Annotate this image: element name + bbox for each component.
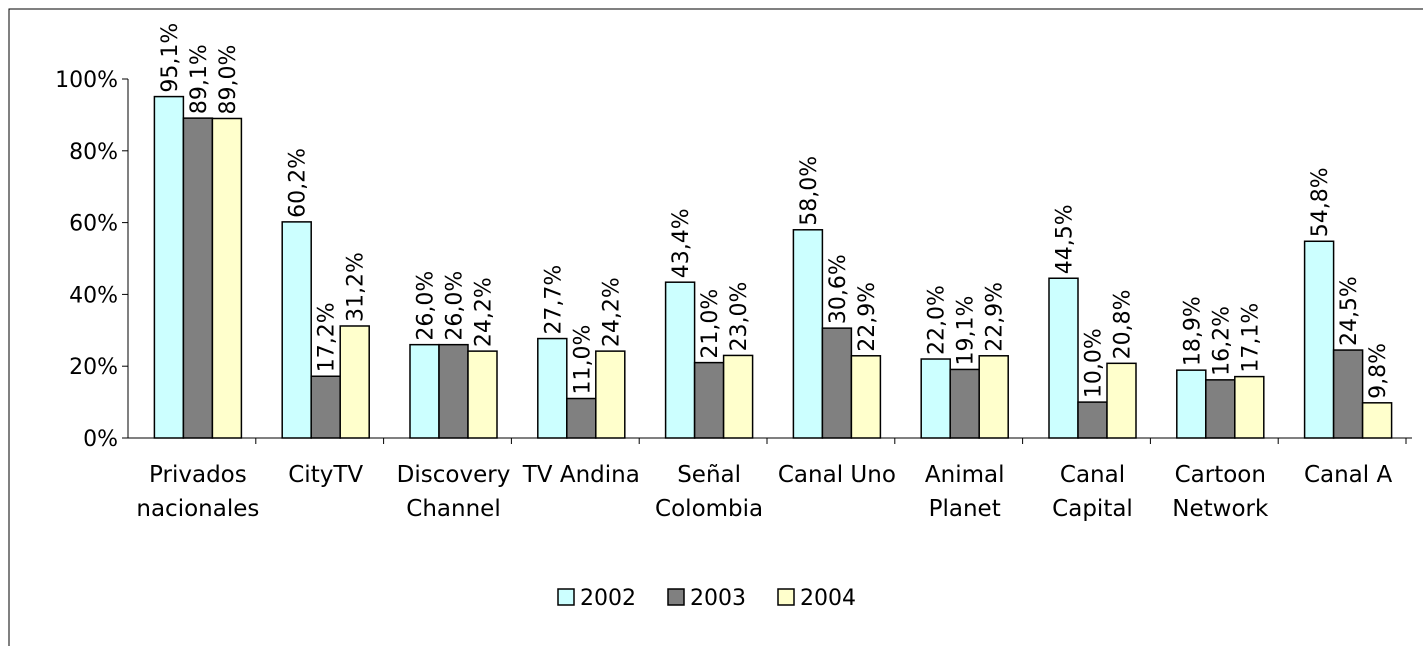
bar: [1361, 402, 1393, 439]
x-tick-label: Señal Colombia: [655, 462, 764, 522]
y-tick-label: 100%: [55, 68, 118, 93]
value-label: 24,5%: [1337, 276, 1362, 346]
bar: [693, 361, 725, 439]
legend-label: 2004: [800, 586, 856, 611]
legend-label: 2002: [580, 586, 636, 611]
y-tick-label: 20%: [69, 355, 118, 380]
x-tick-label: Canal Uno: [777, 462, 896, 488]
value-label: 27,7%: [541, 265, 566, 335]
bar: [339, 325, 370, 439]
value-label: 30,6%: [826, 254, 851, 324]
value-label: 19,1%: [954, 296, 979, 366]
value-label: 60,2%: [286, 148, 311, 218]
value-label: 95,1%: [158, 23, 183, 93]
legend-swatch: [557, 588, 575, 606]
value-label: 89,1%: [187, 44, 212, 114]
x-tick-label: Animal Planet: [924, 462, 1005, 522]
bar: [821, 327, 853, 439]
value-label: 21,0%: [698, 289, 723, 359]
bar: [850, 355, 882, 439]
value-label: 9,8%: [1366, 343, 1391, 399]
bar: [722, 354, 754, 439]
bar: [310, 375, 341, 439]
value-label: 43,4%: [669, 208, 694, 278]
bar: [281, 221, 312, 439]
bar: [1176, 369, 1207, 439]
x-tick-label: Cartoon Network: [1172, 462, 1269, 522]
value-label: 16,2%: [1209, 306, 1234, 376]
value-label: 20,8%: [1111, 289, 1136, 359]
bar: [792, 229, 824, 439]
x-tick-label: CityTV: [288, 462, 364, 488]
bar: [211, 117, 243, 439]
bar: [978, 355, 1009, 439]
y-tick-label: 40%: [69, 283, 118, 308]
legend-label: 2003: [690, 586, 746, 611]
value-label: 17,1%: [1238, 303, 1263, 373]
chart-frame: [8, 8, 1423, 646]
value-label: 31,2%: [344, 252, 369, 322]
value-label: 11,0%: [570, 325, 595, 395]
value-label: 17,2%: [315, 302, 340, 372]
y-tick-label: 80%: [69, 140, 118, 165]
bar: [664, 281, 696, 439]
value-label: 22,0%: [925, 285, 950, 355]
bar: [1332, 349, 1364, 439]
x-tick-label: Canal Capital: [1052, 462, 1133, 522]
value-label: 58,0%: [797, 156, 822, 226]
value-label: 24,2%: [599, 277, 624, 347]
bar: [537, 337, 568, 439]
bar: [438, 343, 469, 439]
legend-swatch: [777, 588, 795, 606]
y-tick-label: 0%: [83, 427, 118, 452]
bar: [1106, 362, 1137, 439]
x-tick-label: Canal A: [1303, 462, 1393, 488]
value-label: 22,9%: [855, 282, 880, 352]
bar: [1048, 277, 1079, 439]
bar: [920, 358, 951, 439]
value-label: 44,5%: [1053, 204, 1078, 274]
bar: [566, 397, 597, 439]
bar: [467, 350, 498, 439]
bar: [949, 368, 980, 439]
value-label: 10,0%: [1082, 328, 1107, 398]
value-label: 18,9%: [1180, 296, 1205, 366]
value-label: 22,9%: [983, 282, 1008, 352]
value-label: 24,2%: [472, 277, 497, 347]
bar: [409, 343, 440, 439]
bar: [1303, 240, 1335, 439]
x-tick-label: Privados nacionales: [136, 462, 260, 522]
bar: [595, 350, 626, 439]
x-tick-label: Discovery Channel: [396, 462, 511, 522]
value-label: 26,0%: [443, 271, 468, 341]
bar: [153, 95, 185, 439]
value-label: 26,0%: [414, 271, 439, 341]
value-label: 54,8%: [1308, 167, 1333, 237]
bar: [182, 117, 214, 439]
x-tick-label: TV Andina: [522, 462, 640, 488]
bar: [1077, 401, 1108, 439]
bar: [1234, 375, 1265, 439]
value-label: 89,0%: [216, 45, 241, 115]
value-label: 23,0%: [727, 282, 752, 352]
legend-swatch: [667, 588, 685, 606]
bar: [1205, 379, 1236, 439]
y-tick-label: 60%: [69, 212, 118, 237]
